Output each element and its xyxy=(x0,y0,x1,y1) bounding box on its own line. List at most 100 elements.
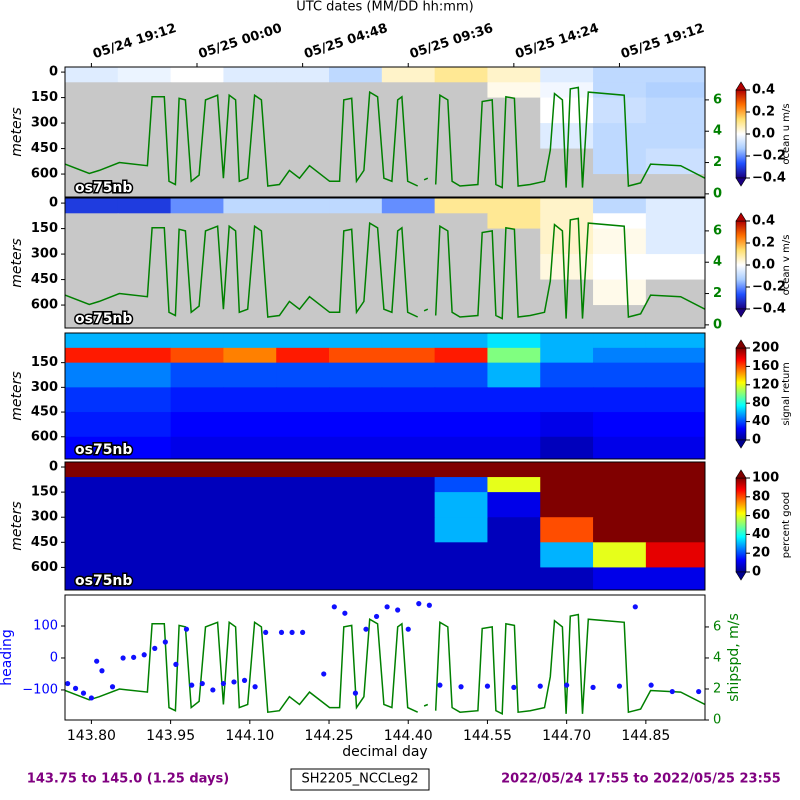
heatmap-cell xyxy=(170,436,224,459)
x-tick-label: 143.80 xyxy=(67,728,116,744)
x-tick-label: 144.40 xyxy=(384,728,433,744)
panel-frame xyxy=(64,66,706,198)
heatmap-cell xyxy=(540,462,594,478)
colorbar-tick-label: −0.4 xyxy=(752,302,786,317)
colorbar-tick-label: 0 xyxy=(752,433,761,448)
x-tick-label: 144.55 xyxy=(463,728,512,744)
heading-point xyxy=(109,684,116,690)
heading-point xyxy=(183,626,190,632)
colorbar xyxy=(735,89,747,179)
colorbar xyxy=(735,347,747,441)
heading-point xyxy=(590,684,596,690)
heatmap-cell xyxy=(434,462,488,478)
footer-left: 143.75 to 145.0 (1.25 days) xyxy=(27,772,229,787)
y-tick-label: 150 xyxy=(31,355,58,370)
heatmap-cell xyxy=(381,347,436,364)
colorbar-tick-label: 0.2 xyxy=(752,236,775,251)
colorbar-tick-label: 0.0 xyxy=(752,258,775,273)
no-data-cell xyxy=(276,82,330,99)
heatmap-cell xyxy=(645,542,705,568)
colorbar-tick-label: 40 xyxy=(752,527,770,542)
no-data-cell xyxy=(170,305,224,328)
heatmap-cell xyxy=(329,517,383,543)
no-data-cell xyxy=(223,174,277,197)
heatmap-cell xyxy=(593,542,647,568)
no-data-cell xyxy=(223,228,277,255)
heatmap-cell xyxy=(487,67,541,83)
heatmap-cell xyxy=(329,333,383,349)
no-data-cell xyxy=(381,82,436,99)
heatmap-cell xyxy=(381,362,436,388)
no-data-cell xyxy=(170,82,224,99)
x-tick-label: 144.10 xyxy=(225,728,274,744)
no-data-cell xyxy=(329,97,383,124)
heading-point xyxy=(99,668,105,674)
heatmap-cell xyxy=(276,347,330,364)
no-data-cell xyxy=(381,97,436,124)
heatmap-cell xyxy=(65,477,119,493)
panel-frame xyxy=(64,197,706,329)
heatmap-cell xyxy=(329,567,383,590)
no-data-cell xyxy=(117,305,172,328)
heading-point xyxy=(648,682,654,688)
y-tick-label: 300 xyxy=(31,247,58,262)
y-tick-label: 0 xyxy=(50,650,58,665)
heading-point xyxy=(669,688,675,695)
heading-point xyxy=(537,683,543,689)
y-axis-label: heading xyxy=(0,629,15,686)
heatmap-cell xyxy=(593,254,647,281)
heatmap-cell xyxy=(593,67,647,83)
heatmap-cell xyxy=(540,67,594,83)
no-data-cell xyxy=(645,279,705,306)
heatmap-cell xyxy=(381,333,436,349)
y-tick-label: 300 xyxy=(31,116,58,131)
heatmap-cell xyxy=(223,333,277,349)
heatmap-cell xyxy=(593,387,647,413)
y2-tick-label: 6 xyxy=(713,223,722,238)
heatmap-cell xyxy=(276,333,330,349)
heatmap-cell xyxy=(329,462,383,478)
heatmap-cell xyxy=(170,517,224,543)
no-data-cell xyxy=(381,174,436,197)
heatmap-cell xyxy=(117,436,172,459)
heading-point xyxy=(263,629,269,636)
heatmap-cell xyxy=(593,123,647,150)
heatmap-cell xyxy=(487,362,541,388)
heatmap-cell xyxy=(65,412,119,438)
heatmap-cell xyxy=(117,462,172,478)
heatmap-cell xyxy=(540,213,594,230)
heatmap-cell xyxy=(487,477,541,493)
colorbar-label: percent good xyxy=(781,492,792,558)
heading-point xyxy=(373,613,380,620)
heading-point xyxy=(696,688,702,695)
heatmap-cell xyxy=(170,492,224,518)
panel xyxy=(65,333,705,459)
no-data-cell xyxy=(329,228,383,255)
colorbar xyxy=(735,477,747,573)
x2-tick-label: 05/25 00:00 xyxy=(197,21,284,62)
heatmap-cell xyxy=(487,542,541,568)
heatmap-cell xyxy=(487,333,541,349)
heatmap-cell xyxy=(276,462,330,478)
no-data-cell xyxy=(117,254,172,281)
no-data-cell xyxy=(117,148,172,175)
heatmap-cell xyxy=(117,333,172,349)
y-tick-label: 600 xyxy=(31,560,58,575)
heatmap-cell xyxy=(276,387,330,413)
heatmap-cell xyxy=(170,67,224,83)
heading-point xyxy=(616,683,623,689)
y2-tick-label: 0 xyxy=(713,713,721,728)
heatmap-cell xyxy=(487,462,541,478)
heatmap-cell xyxy=(65,67,119,83)
panel-frame xyxy=(64,461,706,591)
colorbar-bottom xyxy=(735,439,747,449)
heatmap-cell xyxy=(487,567,541,590)
heading-point xyxy=(199,680,205,687)
heatmap-cell xyxy=(65,492,119,518)
colorbar-bottom xyxy=(735,177,747,187)
heatmap-cell xyxy=(170,542,224,568)
heatmap-cell xyxy=(117,198,172,214)
y2-tick-label: 0 xyxy=(713,186,722,201)
y-tick-label: 100 xyxy=(33,619,58,634)
